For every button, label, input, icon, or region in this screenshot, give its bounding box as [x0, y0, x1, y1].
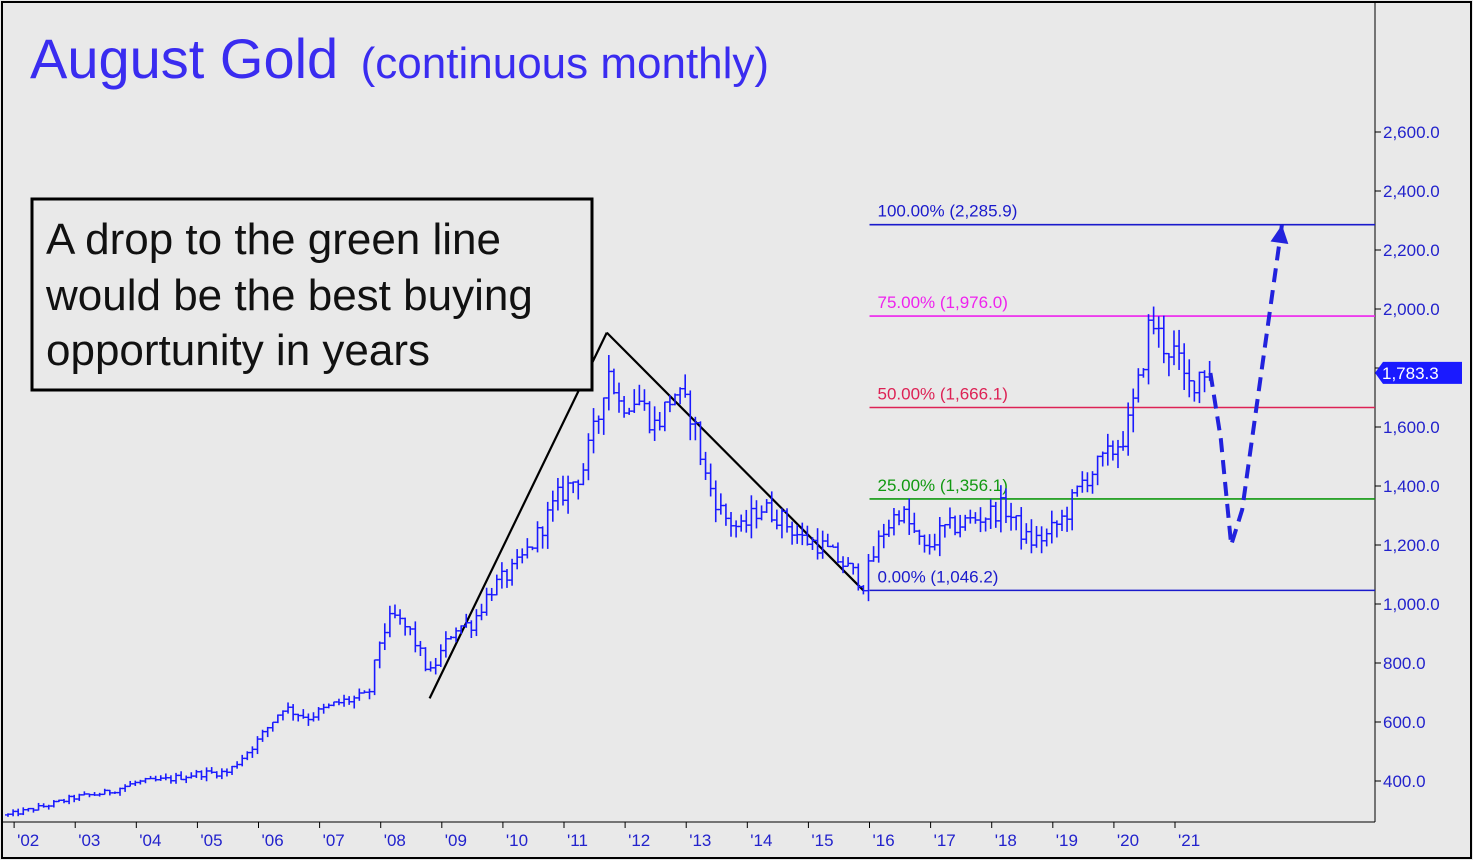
y-tick-label: 2,600.0 [1383, 123, 1440, 142]
y-axis: 400.0 600.0 800.0 1,000.0 1,200.0 1,400.0 1,60… [1375, 123, 1440, 791]
x-tick-label: '14 [750, 831, 772, 850]
trend-line [428, 332, 608, 699]
y-tick-label: 400.0 [1383, 772, 1426, 791]
last-price-tag: 1,783.3 [1375, 361, 1462, 384]
y-tick-label: 2,400.0 [1383, 182, 1440, 201]
x-tick-label: '08 [384, 831, 406, 850]
x-tick-label: '04 [139, 831, 161, 850]
x-tick-label: '07 [323, 831, 345, 850]
fib-level-label: 100.00% (2,285.9) [878, 202, 1018, 221]
projection-path [1208, 224, 1284, 547]
x-tick-label: '13 [689, 831, 711, 850]
annotation-line-1: A drop to the green line [46, 215, 501, 264]
x-tick-label: '03 [78, 831, 100, 850]
y-tick-label: 2,000.0 [1383, 300, 1440, 319]
x-tick-label: '10 [506, 831, 528, 850]
x-tick-label: '11 [567, 831, 588, 850]
fibonacci-levels: 100.00% (2,285.9) 75.00% (1,976.0) 50.00% … [869, 202, 1375, 592]
price-bars [5, 306, 1213, 817]
y-tick-label: 2,200.0 [1383, 241, 1440, 260]
fib-level-label: 0.00% (1,046.2) [878, 567, 999, 586]
chart-title-main: August Gold [30, 27, 338, 90]
y-tick-label: 1,200.0 [1383, 536, 1440, 555]
annotation-frame [30, 197, 594, 392]
x-tick-label: '15 [811, 831, 833, 850]
y-tick-label: 1,400.0 [1383, 477, 1440, 496]
x-tick-label: '20 [1117, 831, 1139, 850]
x-tick-label: '19 [1056, 831, 1078, 850]
last-price-tag-shape [1375, 361, 1462, 384]
fib-level-label: 50.00% (1,666.1) [878, 385, 1008, 404]
x-tick-label: '06 [262, 831, 284, 850]
last-price-value: 1,783.3 [1382, 364, 1439, 383]
x-axis: '02 '03 '04 '05 '06 '07 '08 '09 '10 '11 '12 '13 '14 '… [13, 822, 1200, 850]
chart-title-sub: (continuous monthly) [361, 39, 769, 88]
x-tick-label: '09 [445, 831, 467, 850]
y-tick-label: 800.0 [1383, 654, 1426, 673]
fib-level-label: 75.00% (1,976.0) [878, 293, 1008, 312]
projection-arrow [1208, 224, 1289, 547]
trend-line [606, 331, 865, 592]
x-tick-label: '17 [934, 831, 956, 850]
projection-arrowhead [1270, 224, 1289, 244]
x-tick-label: '18 [995, 831, 1017, 850]
x-tick-label: '05 [200, 831, 222, 850]
x-tick-label: '02 [17, 831, 39, 850]
trend-lines [428, 331, 865, 699]
x-tick-label: '21 [1178, 831, 1200, 850]
x-tick-label: '16 [873, 831, 895, 850]
annotation-box: A drop to the green line would be the be… [30, 197, 594, 392]
y-tick-label: 1,600.0 [1383, 418, 1440, 437]
y-tick-label: 600.0 [1383, 713, 1426, 732]
annotation-line-3: opportunity in years [46, 326, 430, 375]
x-tick-label: '12 [628, 831, 650, 850]
chart-title: August Gold (continuous monthly) [30, 27, 769, 90]
y-tick-label: 1,000.0 [1383, 595, 1440, 614]
annotation-line-2: would be the best buying [45, 271, 533, 320]
fib-level-label: 25.00% (1,356.1) [878, 476, 1008, 495]
